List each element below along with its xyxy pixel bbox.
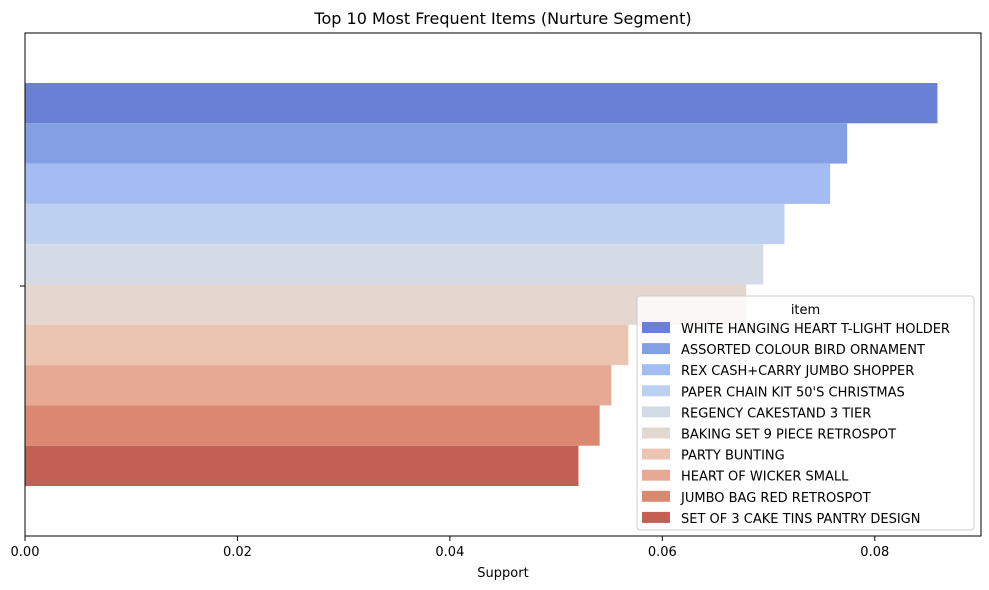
bar-8 [25,365,612,406]
legend-swatch [642,385,670,397]
chart-title: Top 10 Most Frequent Items (Nurture Segm… [313,9,691,28]
legend-label: ASSORTED COLOUR BIRD ORNAMENT [681,343,925,358]
legend-swatch [642,448,670,460]
bar-7 [25,324,629,366]
legend-label: PARTY BUNTING [681,449,785,464]
legend-title: item [791,303,820,318]
x-tick-label: 0.00 [11,545,40,560]
legend-box [636,295,975,531]
x-tick-label: 0.08 [860,545,889,560]
x-axis: 0.00 0.02 0.04 0.06 0.08 [11,536,889,560]
bars-group [25,83,938,486]
bar-9 [25,405,600,446]
plot-frame [24,32,982,537]
bar-4 [25,203,785,245]
bar-3 [25,163,831,204]
legend-swatch [642,322,670,333]
bar-5 [25,244,764,285]
legend-swatch [642,511,670,523]
x-tick-label: 0.06 [648,545,677,560]
legend-swatch [642,406,670,418]
legend-label: JUMBO BAG RED RETROSPOT [680,491,871,506]
x-tick-label: 0.02 [223,545,252,560]
bar-1 [25,83,938,124]
legend-label: SET OF 3 CAKE TINS PANTRY DESIGN [681,512,920,527]
legend-label: PAPER CHAIN KIT 50'S CHRISTMAS [681,385,905,400]
legend-label: REX CASH+CARRY JUMBO SHOPPER [681,364,914,379]
x-tick-label: 0.04 [435,545,464,560]
legend-label: BAKING SET 9 PIECE RETROSPOT [681,428,896,443]
legend-label: REGENCY CAKESTAND 3 TIER [681,406,871,421]
x-axis-label: Support [477,566,528,581]
bar-2 [25,123,848,164]
legend-swatch [642,364,670,376]
legend-swatch [642,343,670,355]
bar-6 [25,284,747,325]
bar-10 [25,445,579,486]
legend-swatch [642,490,670,502]
legend-label: WHITE HANGING HEART T-LIGHT HOLDER [681,322,950,337]
legend-swatch [642,469,670,481]
legend-label: HEART OF WICKER SMALL [681,470,849,485]
legend: item WHITE HANGING HEART T-LIGHT HOLDER AS… [636,295,975,531]
legend-swatch [642,427,670,439]
